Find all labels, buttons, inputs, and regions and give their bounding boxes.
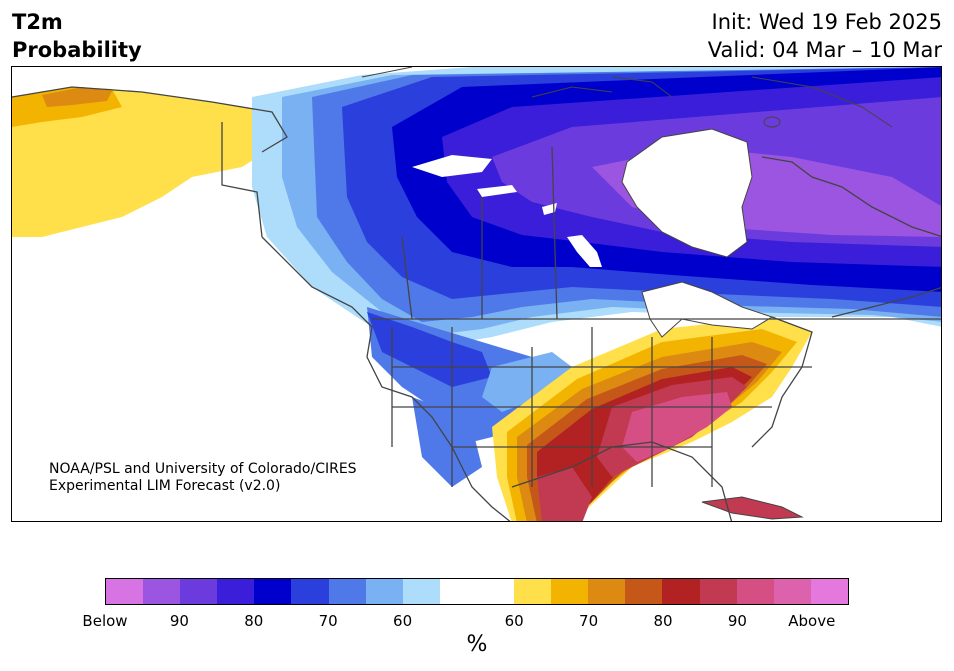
colorbar-tick-label: 90 — [727, 612, 747, 630]
cuba-above — [701, 496, 804, 520]
hudson-bay — [621, 128, 753, 258]
colorbar-swatch — [476, 579, 515, 604]
units-label: % — [466, 632, 488, 657]
credit-line-1: NOAA/PSL and University of Colorado/CIRE… — [49, 461, 357, 477]
lake-winnipeg — [567, 235, 602, 267]
credit-line-2: Experimental LIM Forecast (v2.0) — [49, 478, 281, 494]
great-bear-lake — [412, 155, 492, 177]
colorbar-swatch — [180, 579, 218, 604]
colorbar-swatch — [662, 579, 700, 604]
colorbar-tick-label: 90 — [169, 612, 189, 630]
colorbar-swatch — [439, 579, 477, 604]
colorbar-swatch — [810, 579, 848, 604]
colorbar-swatch — [328, 579, 366, 604]
forecast-dates: Init: Wed 19 Feb 2025 Valid: 04 Mar – 10… — [708, 8, 942, 64]
colorbar-swatch — [514, 579, 552, 604]
colorbar-swatch — [699, 579, 737, 604]
colorbar-swatch — [773, 579, 811, 604]
west-us-below-80 — [367, 312, 492, 387]
southeast-above-90 — [622, 392, 732, 462]
map-title: T2m Probability — [12, 8, 142, 64]
great-slave-lake — [477, 185, 517, 197]
colorbar-tick-label: Above — [788, 612, 836, 630]
init-date: Init: Wed 19 Feb 2025 — [711, 10, 942, 34]
colorbar-tick-label: 70 — [579, 612, 599, 630]
borders — [12, 86, 941, 521]
valid-range: Valid: 04 Mar – 10 Mar — [707, 38, 942, 62]
colorbar-tick-label: 70 — [318, 612, 338, 630]
colorbar-swatch — [736, 579, 774, 604]
colorbar-swatch — [106, 579, 144, 604]
southwest-below-65 — [412, 397, 482, 487]
colorbar-tick-label: 60 — [393, 612, 413, 630]
alaska-above-strong — [42, 87, 112, 107]
great-lakes — [641, 281, 774, 338]
colorbar-swatch — [402, 579, 440, 604]
colorbar-swatch — [254, 579, 292, 604]
colorbar-swatch — [217, 579, 255, 604]
colorbar-tick-label: 80 — [653, 612, 673, 630]
colorbar-swatch — [625, 579, 663, 604]
colorbar-swatch — [291, 579, 329, 604]
mexico-above-85 — [537, 467, 592, 521]
colorbar-tick-label: 60 — [504, 612, 524, 630]
arctic-islands — [361, 67, 893, 128]
map-canvas — [12, 67, 941, 521]
alaska-above-light — [12, 87, 282, 237]
colorbar-swatch — [365, 579, 403, 604]
colorbar-tick-label: 80 — [244, 612, 264, 630]
colorbar-tick-label: Below — [82, 612, 128, 630]
credit-text: NOAA/PSL and University of Colorado/CIRE… — [49, 461, 357, 495]
title-line-1: T2m — [12, 10, 63, 34]
colorbar-swatch — [551, 579, 589, 604]
colorbar — [105, 578, 849, 605]
title-line-2: Probability — [12, 38, 142, 62]
colorbar-swatch — [588, 579, 626, 604]
probability-map — [11, 66, 942, 522]
colorbar-swatch — [143, 579, 181, 604]
